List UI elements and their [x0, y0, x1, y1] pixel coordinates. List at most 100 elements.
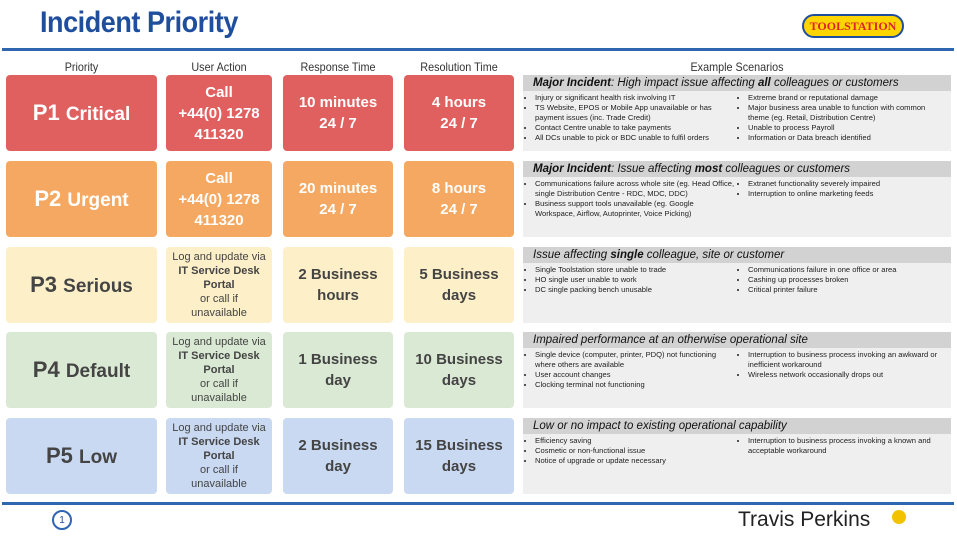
scenario-item: Cashing up processes broken: [748, 275, 948, 285]
priority-level: Default: [65, 361, 131, 382]
action-line: 411320: [194, 125, 244, 143]
priority-cell: P2 Urgent: [6, 161, 157, 237]
action-line: or call if: [200, 464, 238, 476]
scenario-item: Efficiency saving: [535, 436, 735, 446]
action-line: Call: [205, 83, 233, 101]
scenario-list: Extranet functionality severely impaired…: [736, 179, 948, 199]
page-number: 1: [52, 510, 72, 530]
action-cell: Call +44(0) 1278 411320: [166, 75, 272, 151]
scenario-item: Cosmetic or non-functional issue: [535, 446, 735, 456]
scenario-item: Injury or significant health risk involv…: [535, 93, 735, 103]
heading-part: Impaired performance at an otherwise ope…: [533, 334, 808, 346]
header-rule: [2, 48, 954, 51]
response-cell: 20 minutes 24 / 7: [283, 161, 393, 237]
heading-part: Major Incident: [533, 163, 611, 175]
action-line: unavailable: [191, 478, 247, 490]
column-header: Resolution Time: [420, 60, 498, 74]
scenario-item: Interruption to business process invokin…: [748, 436, 948, 456]
action-cell: Call +44(0) 1278 411320: [166, 161, 272, 237]
scenario-item: TS Website, EPOS or Mobile App unavailab…: [535, 103, 735, 123]
scenario-item: Wireless network occasionally drops out: [748, 370, 948, 380]
scenario-cell: Major Incident: Issue affecting most col…: [523, 161, 951, 237]
scenario-item: All DCs unable to pick or BDC unable to …: [535, 133, 735, 143]
priority-level: Low: [79, 447, 118, 468]
scenario-item: Critical printer failure: [748, 285, 948, 295]
resolution-cell: 10 Business days: [404, 332, 514, 408]
heading-part: colleague, site or customer: [643, 249, 785, 261]
scenario-item: Extreme brand or reputational damage: [748, 93, 948, 103]
heading-part: Issue affecting: [533, 249, 611, 261]
priority-cell: P4 Default: [6, 332, 157, 408]
response-line: 24 / 7: [319, 115, 357, 132]
heading-part: colleagues or customers: [770, 77, 899, 89]
action-line: IT Service Desk: [178, 350, 260, 362]
scenario-list: Single device (computer, printer, PDQ) n…: [523, 350, 735, 390]
scenario-item: Communications failure across whole site…: [535, 179, 735, 199]
resolution-cell: 4 hours 24 / 7: [404, 75, 514, 151]
scenario-heading: Major Incident: Issue affecting most col…: [523, 161, 951, 177]
column-header: Example Scenarios: [690, 60, 784, 74]
action-line: Portal: [203, 364, 235, 376]
resolution-line: 10 Business: [415, 351, 503, 368]
heading-part: single: [610, 249, 644, 261]
action-line: +44(0) 1278: [178, 190, 260, 208]
priority-cell: P5 Low: [6, 418, 157, 494]
footer-rule: [2, 502, 954, 505]
action-line: or call if: [200, 293, 238, 305]
resolution-line: 24 / 7: [440, 201, 478, 218]
brand: Travis Perkins: [738, 508, 871, 531]
scenario-list: Efficiency savingCosmetic or non-functio…: [523, 436, 735, 466]
resolution-line: 5 Business: [419, 266, 499, 283]
priority-code: P5: [45, 443, 73, 468]
priority-cell: P1 Critical: [6, 75, 157, 151]
action-line: Call: [205, 169, 233, 187]
priority-cell: P3 Serious: [6, 247, 157, 323]
scenario-item: Clocking terminal not functioning: [535, 380, 735, 390]
scenario-item: Business support tools unavailable (eg. …: [535, 199, 735, 219]
heading-part: most: [694, 163, 723, 175]
scenario-heading: Issue affecting single colleague, site o…: [523, 247, 951, 263]
scenario-item: HO single user unable to work: [535, 275, 735, 285]
scenario-item: Unable to process Payroll: [748, 123, 948, 133]
action-line: +44(0) 1278: [178, 104, 260, 122]
scenario-cell: Major Incident: High impact issue affect…: [523, 75, 951, 151]
scenario-cell: Low or no impact to existing operational…: [523, 418, 951, 494]
resolution-cell: 5 Business days: [404, 247, 514, 323]
priority-level: Urgent: [67, 190, 129, 211]
scenario-cell: Impaired performance at an otherwise ope…: [523, 332, 951, 408]
action-line: 411320: [194, 211, 244, 229]
action-line: Log and update via: [172, 336, 266, 348]
response-cell: 2 Business hours: [283, 247, 393, 323]
response-line: 10 minutes: [298, 94, 378, 111]
priority-code: P1: [32, 100, 60, 125]
brand-mark: [892, 510, 906, 524]
response-line: 24 / 7: [319, 201, 357, 218]
action-line: Portal: [203, 450, 235, 462]
title: Incident Priority: [40, 6, 238, 39]
resolution-line: days: [441, 287, 477, 304]
priority-level: Serious: [63, 276, 133, 297]
scenario-item: Single device (computer, printer, PDQ) n…: [535, 350, 735, 370]
scenario-list: Communications failure across whole site…: [523, 179, 735, 219]
action-line: Portal: [203, 279, 235, 291]
priority-code: P3: [30, 272, 58, 297]
logo: TOOLSTATION: [802, 14, 904, 38]
resolution-line: days: [441, 372, 477, 389]
column-header: Response Time: [300, 60, 376, 74]
response-line: 1 Business: [298, 351, 378, 368]
scenario-heading: Major Incident: High impact issue affect…: [523, 75, 951, 91]
scenario-item: Major business area unable to function w…: [748, 103, 948, 123]
response-cell: 2 Business day: [283, 418, 393, 494]
scenario-list: Interruption to business process invokin…: [736, 436, 948, 456]
action-line: unavailable: [191, 307, 247, 319]
response-cell: 10 minutes 24 / 7: [283, 75, 393, 151]
response-line: 20 minutes: [298, 180, 378, 197]
resolution-line: 4 hours: [431, 94, 487, 111]
scenario-item: Communications failure in one office or …: [748, 265, 948, 275]
scenario-item: Interruption to online marketing feeds: [748, 189, 948, 199]
scenario-list: Interruption to business process invokin…: [736, 350, 948, 380]
column-header: Priority: [64, 60, 99, 74]
action-line: IT Service Desk: [178, 265, 260, 277]
heading-part: Major Incident: [533, 77, 611, 89]
